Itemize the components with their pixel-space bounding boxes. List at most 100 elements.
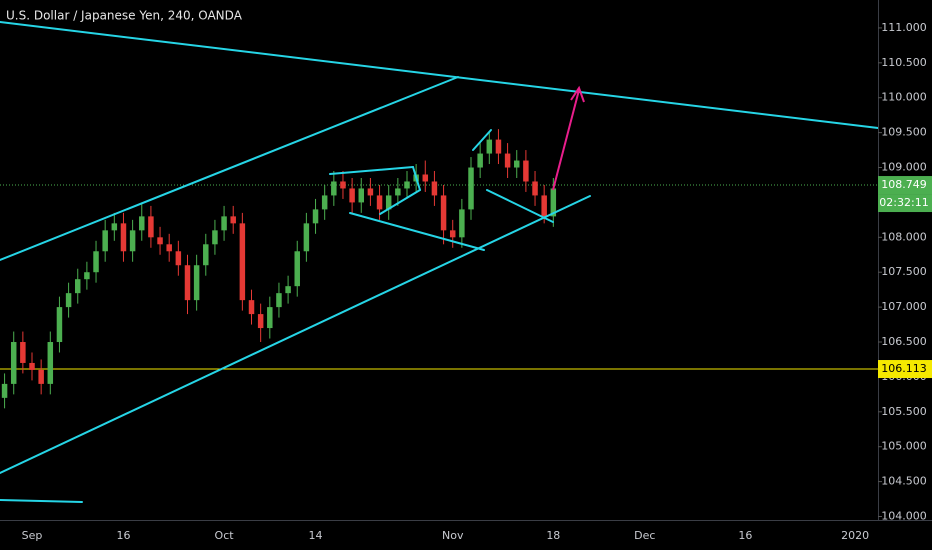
candle-body — [212, 230, 218, 245]
x-tick-label: Nov — [442, 529, 464, 542]
price-label: 108.749 — [881, 178, 927, 191]
trend-line — [379, 189, 421, 215]
candle-body — [532, 181, 538, 196]
candle-body — [395, 188, 401, 196]
candle-body — [239, 223, 246, 301]
candle-body — [175, 251, 182, 266]
candle-body — [303, 223, 310, 252]
candle-body — [10, 342, 17, 384]
y-tick-label: 111.000 — [881, 21, 927, 34]
candle-body — [230, 216, 236, 224]
price-line-labels: 106.113 108.749 02:32:11 — [878, 176, 932, 379]
candle-body — [166, 244, 172, 252]
candle-body — [29, 362, 35, 370]
candle-body — [504, 153, 511, 168]
candle-body — [1, 383, 8, 398]
candle-body — [221, 216, 227, 231]
candles — [1, 129, 557, 409]
candle-body — [513, 160, 520, 168]
candle-body — [431, 181, 438, 196]
trend-line — [329, 166, 414, 175]
y-tick-label: 106.500 — [881, 335, 927, 348]
candle-body — [267, 307, 273, 329]
y-tick-label: 110.000 — [881, 91, 927, 104]
trend-line — [0, 499, 83, 503]
trend-line — [0, 21, 879, 129]
price-label-box — [878, 360, 932, 379]
y-tick-label: 104.000 — [881, 510, 927, 523]
countdown-box — [878, 194, 932, 213]
candle-body — [367, 188, 374, 196]
y-tick-label: 104.500 — [881, 475, 927, 488]
x-tick-label: 16 — [738, 529, 752, 542]
candle-body — [93, 251, 99, 273]
trend-line — [472, 129, 492, 151]
candle-body — [120, 223, 127, 252]
candle-body — [56, 307, 63, 343]
candle-body — [248, 300, 255, 315]
x-tick-label: 16 — [116, 529, 130, 542]
candle-body — [321, 195, 328, 210]
y-tick-label: 105.500 — [881, 405, 927, 418]
y-tick-label: 107.500 — [881, 265, 927, 278]
candle-body — [294, 251, 300, 287]
x-tick-label: Dec — [634, 529, 655, 542]
candle-body — [550, 188, 557, 217]
y-tick-label: 110.500 — [881, 56, 927, 69]
trend-lines — [0, 21, 879, 503]
price-label: 106.113 — [881, 362, 927, 375]
candle-body — [276, 293, 282, 308]
y-tick-label: 105.000 — [881, 440, 927, 453]
candle-body — [148, 216, 154, 238]
candle-body — [312, 209, 319, 224]
x-tick-label: 2020 — [841, 529, 869, 542]
candle-body — [376, 195, 383, 210]
candle-body — [102, 230, 108, 252]
candle-body — [74, 279, 81, 294]
candle-body — [440, 195, 447, 231]
x-tick-label: Sep — [22, 529, 43, 542]
candle-body — [203, 244, 209, 266]
candle-body — [349, 188, 355, 203]
chart-title: U.S. Dollar / Japanese Yen, 240, OANDA — [6, 9, 243, 23]
arrow-head — [570, 85, 585, 103]
trend-line — [412, 166, 421, 191]
candle-body — [157, 237, 163, 245]
y-tick-label: 108.000 — [881, 230, 927, 243]
candle-body — [257, 314, 264, 329]
candle-body — [285, 286, 291, 294]
candle-body — [111, 223, 118, 231]
candle-body — [385, 195, 392, 210]
trend-line — [486, 189, 554, 223]
y-tick-label: 109.000 — [881, 161, 927, 174]
candle-body — [404, 181, 410, 189]
x-tick-label: 14 — [309, 529, 323, 542]
candle-body — [65, 293, 72, 308]
candle-body — [331, 181, 337, 196]
candle-body — [193, 265, 200, 301]
candle-body — [477, 153, 483, 168]
trend-line — [0, 76, 459, 261]
candle-body — [541, 195, 547, 217]
candle-body — [184, 265, 191, 301]
trend-line — [0, 195, 591, 474]
countdown-label: 02:32:11 — [879, 196, 928, 209]
x-tick-label: Oct — [215, 529, 235, 542]
candle-body — [486, 139, 493, 154]
candle-body — [422, 174, 429, 182]
candle-body — [449, 230, 456, 238]
projection-arrow — [552, 85, 585, 191]
candle-body — [84, 272, 90, 280]
candle-body — [340, 181, 346, 189]
x-tick-label: 18 — [546, 529, 560, 542]
candle-body — [495, 139, 502, 154]
price-label-box — [878, 176, 932, 195]
arrow-shaft — [552, 89, 580, 191]
y-tick-label: 107.000 — [881, 300, 927, 313]
candle-body — [129, 230, 136, 252]
candle-body — [38, 369, 44, 384]
candle-body — [139, 216, 145, 231]
candle-body — [47, 342, 54, 384]
candle-body — [523, 160, 529, 182]
